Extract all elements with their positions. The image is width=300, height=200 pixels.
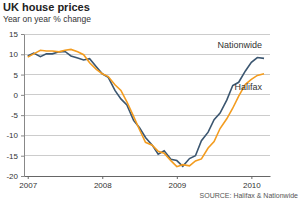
- x-tick-label: 2010: [243, 181, 261, 190]
- y-tick: 5: [14, 71, 24, 80]
- y-tick-label: 0: [14, 91, 19, 100]
- x-tick-mark: [28, 176, 29, 179]
- grid-line: [24, 34, 270, 35]
- plot: -20 -15 -10 -5 0 5 10 15 2007 2008 2009 2010 Nationw…: [6, 30, 270, 190]
- y-tick-mark: [21, 156, 24, 157]
- series-group: [28, 49, 264, 166]
- x-axis-line: [25, 176, 271, 177]
- y-tick-label: -10: [6, 131, 18, 140]
- subtitle: Year on year % change: [3, 14, 91, 24]
- grid-line: [24, 74, 270, 75]
- y-tick-label: -20: [6, 172, 18, 181]
- y-tick-mark: [21, 34, 24, 35]
- y-tick: -15: [6, 152, 24, 161]
- grid-line: [24, 94, 270, 95]
- x-tick: 2010: [243, 176, 261, 190]
- x-tick-label: 2008: [94, 181, 112, 190]
- y-tick-label: -15: [6, 152, 18, 161]
- y-tick-label: 15: [9, 30, 18, 39]
- title: UK house prices: [3, 1, 90, 13]
- x-axis: 2007 2008 2009 2010: [19, 176, 270, 190]
- source: SOURCE: Halifax & Nationwide: [200, 192, 299, 199]
- y-tick-label: 5: [14, 71, 19, 80]
- y-tick-mark: [21, 135, 24, 136]
- y-tick-label: -5: [11, 111, 19, 120]
- x-tick-mark: [102, 176, 103, 179]
- x-tick-label: 2007: [19, 181, 37, 190]
- y-axis-line: [24, 35, 25, 177]
- y-tick: -5: [11, 111, 24, 120]
- grid-line: [24, 155, 270, 156]
- y-tick: 10: [9, 50, 24, 59]
- x-tick: 2008: [94, 176, 112, 190]
- grid-line: [24, 115, 270, 116]
- y-tick: -10: [6, 131, 24, 140]
- y-tick-label: 10: [9, 50, 18, 59]
- grid: [24, 34, 270, 176]
- x-tick: 2007: [19, 176, 37, 190]
- y-tick-mark: [21, 95, 24, 96]
- series-labels: Nationwide Halifax: [218, 40, 263, 91]
- x-tick: 2009: [168, 176, 186, 190]
- series-label: Halifax: [235, 82, 263, 92]
- y-tick-mark: [21, 54, 24, 55]
- y-tick: 0: [14, 91, 24, 100]
- x-tick-label: 2009: [168, 181, 186, 190]
- grid-line: [24, 176, 270, 177]
- y-tick: 15: [9, 30, 24, 39]
- grid-line: [24, 135, 270, 136]
- y-tick-mark: [21, 115, 24, 116]
- x-tick-mark: [251, 176, 252, 179]
- y-tick-mark: [21, 75, 24, 76]
- chart: UK house pricesYear on year % change-20-…: [0, 0, 300, 200]
- y-tick-mark: [21, 176, 24, 177]
- x-tick-mark: [177, 176, 178, 179]
- series-label: Nationwide: [218, 40, 263, 50]
- series-line: [28, 51, 264, 166]
- grid-line: [24, 54, 270, 55]
- y-axis: -20 -15 -10 -5 0 5 10 15: [6, 30, 24, 181]
- series-line: [28, 49, 264, 166]
